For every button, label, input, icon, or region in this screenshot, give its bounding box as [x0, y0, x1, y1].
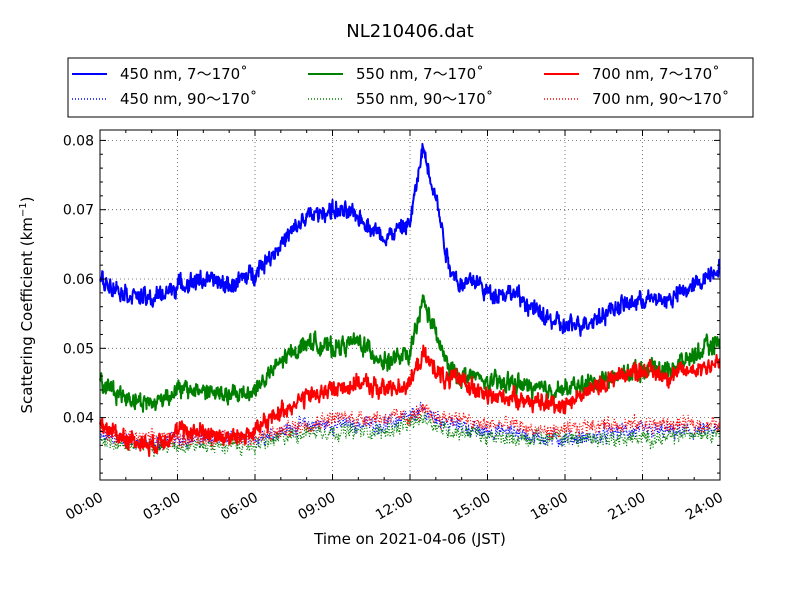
chart-title: NL210406.dat: [346, 21, 473, 42]
ticks: 00:00 03:00 06:00 09:00 12:00 15:00 18:00 21:00…: [63, 130, 726, 524]
y-axis-label-main: Scattering Coefficient (km: [18, 217, 36, 413]
y-tick-label: 0.05: [63, 341, 94, 357]
x-tick-label: 21:00: [606, 490, 649, 524]
legend-label: 550 nm, 90～170˚: [356, 90, 493, 108]
x-axis-label: Time on 2021-04-06 (JST): [313, 530, 506, 548]
y-tick-label: 0.06: [63, 272, 94, 288]
x-tick-label: 03:00: [141, 490, 184, 524]
y-axis-label-close: ): [18, 196, 36, 202]
legend-label: 450 nm, 90～170˚: [120, 90, 257, 108]
y-axis-label: Scattering Coefficient (km−1): [18, 196, 36, 413]
y-tick-label: 0.04: [63, 411, 94, 427]
y-axis-label-sup: −1: [18, 202, 29, 217]
x-tick-label: 24:00: [683, 490, 726, 524]
legend-label: 700 nm, 90～170˚: [592, 90, 729, 108]
x-tick-label: 18:00: [528, 490, 571, 524]
x-tick-label: 06:00: [218, 490, 261, 524]
series-line: [99, 411, 721, 458]
series-layer: [99, 142, 721, 458]
legend-label: 450 nm, 7～170˚: [120, 65, 248, 83]
y-tick-label: 0.07: [63, 203, 94, 219]
series-line: [99, 403, 721, 449]
legend-box: [67, 57, 754, 118]
x-tick-label: 15:00: [451, 490, 494, 524]
x-tick-label: 09:00: [296, 490, 339, 524]
y-tick-label: 0.08: [63, 133, 94, 149]
grid: [100, 130, 720, 480]
x-tick-label: 12:00: [373, 490, 416, 524]
series-line: [99, 344, 721, 458]
legend: 450 nm, 7～170˚ 550 nm, 7～170˚ 700 nm, 7～17…: [67, 57, 754, 118]
legend-label: 550 nm, 7～170˚: [356, 65, 484, 83]
legend-label: 700 nm, 7～170˚: [592, 65, 720, 83]
series-line: [99, 142, 721, 337]
x-tick-label: 00:00: [63, 490, 106, 524]
